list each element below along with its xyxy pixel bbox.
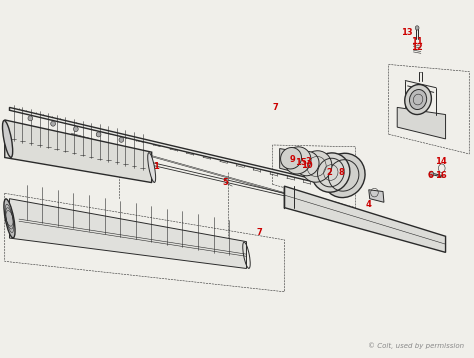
Ellipse shape: [410, 90, 427, 110]
Text: 12: 12: [411, 43, 423, 52]
Text: 8: 8: [338, 168, 344, 177]
Ellipse shape: [2, 120, 13, 158]
Text: 15: 15: [295, 158, 307, 168]
Ellipse shape: [301, 151, 332, 182]
Text: 7: 7: [272, 103, 278, 112]
Polygon shape: [5, 120, 152, 183]
Text: 11: 11: [411, 37, 423, 46]
Text: 4: 4: [366, 200, 372, 209]
Polygon shape: [369, 190, 384, 202]
Ellipse shape: [405, 84, 431, 115]
Ellipse shape: [284, 147, 311, 174]
Ellipse shape: [4, 199, 15, 238]
Ellipse shape: [119, 137, 124, 142]
Text: 5: 5: [222, 178, 228, 187]
Text: 6: 6: [428, 171, 433, 180]
Ellipse shape: [28, 116, 33, 121]
Text: 9: 9: [290, 155, 296, 164]
Text: 7: 7: [257, 228, 263, 237]
Text: 3: 3: [305, 157, 311, 166]
Ellipse shape: [429, 171, 434, 177]
Text: 1: 1: [154, 162, 159, 171]
Text: 16: 16: [435, 171, 447, 180]
Text: 13: 13: [401, 28, 412, 37]
Text: 14: 14: [435, 157, 447, 166]
Ellipse shape: [281, 147, 301, 169]
Ellipse shape: [295, 151, 319, 176]
Ellipse shape: [51, 121, 55, 126]
Polygon shape: [9, 107, 332, 186]
Polygon shape: [284, 186, 446, 252]
Ellipse shape: [312, 153, 350, 192]
Polygon shape: [9, 199, 246, 268]
Ellipse shape: [415, 26, 419, 30]
Ellipse shape: [73, 126, 78, 131]
Polygon shape: [280, 149, 301, 174]
Ellipse shape: [148, 153, 155, 183]
Ellipse shape: [322, 153, 365, 198]
Text: 10: 10: [301, 161, 313, 170]
Text: © Colt, used by permission: © Colt, used by permission: [368, 342, 465, 349]
Text: 2: 2: [327, 168, 332, 177]
Polygon shape: [397, 107, 446, 139]
Ellipse shape: [96, 132, 101, 137]
